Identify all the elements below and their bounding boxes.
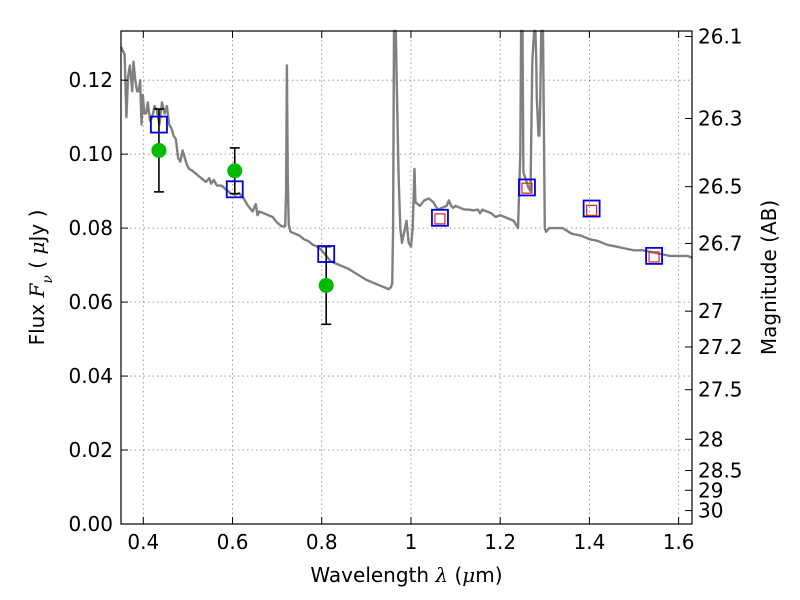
synthetic-photometry-square xyxy=(434,213,446,225)
model-photometry-square xyxy=(518,178,536,197)
observed-flux-point xyxy=(318,277,334,293)
synthetic-photometry-square xyxy=(521,182,533,194)
model-photometry-square xyxy=(225,180,244,199)
model-photometry-square xyxy=(431,208,449,227)
plot-frame xyxy=(120,30,693,525)
y2-tick-label: 26.5 xyxy=(698,175,743,199)
y2-tick-label: 29 xyxy=(698,478,723,502)
data-layer xyxy=(119,29,693,326)
y-tick-label: 0.12 xyxy=(68,68,113,92)
x-axis-title-mu: μ xyxy=(462,563,475,587)
y-axis-title-close: Jy ) xyxy=(25,210,49,244)
y2-tick-label: 28 xyxy=(698,427,723,451)
y-axis-title-symbol: F xyxy=(25,282,49,298)
x-axis-title-close: m) xyxy=(475,563,502,587)
y2-tick-label: 28.5 xyxy=(698,459,743,483)
model-photometry-square xyxy=(150,115,168,134)
tick-layer: 0.4 0.6 0.8 1 1.2 1.4 1.6 0.00 0.02 0.04 0.06 0.08 0… xyxy=(68,24,742,554)
y-axis-title-mu: μ xyxy=(25,242,49,255)
y-axis-title-open: ( xyxy=(25,255,49,276)
x-tick-label: 0.4 xyxy=(127,530,159,554)
model-photometry-square xyxy=(317,245,336,263)
x-tick-label: 0.8 xyxy=(306,530,338,554)
x-tick-label: 1.4 xyxy=(573,530,605,554)
y-tick-label: 0.04 xyxy=(68,364,113,388)
y2-tick-label: 30 xyxy=(698,499,723,523)
y2-tick-label: 27.2 xyxy=(698,335,743,359)
y2-axis-title: Magnitude (AB) xyxy=(757,200,781,355)
y-tick-label: 0.02 xyxy=(68,438,113,462)
y-axis-title: Flux Fν ( μJy ) xyxy=(25,210,56,346)
y2-tick-label: 26.3 xyxy=(698,106,743,130)
x-axis-title-symbol: λ xyxy=(434,563,448,587)
y-axis-title-prefix: Flux xyxy=(25,297,49,345)
model-photometry-square xyxy=(645,246,663,265)
x-tick-label: 0.6 xyxy=(217,530,249,554)
y-tick-label: 0.10 xyxy=(68,142,113,166)
y-tick-label: 0.06 xyxy=(68,290,113,314)
x-tick-label: 1 xyxy=(405,530,418,554)
x-axis-title: Wavelength λ (μm) xyxy=(310,563,502,587)
x-axis-title-prefix: Wavelength xyxy=(310,563,435,587)
x-tick-label: 1.6 xyxy=(663,530,695,554)
model-photometry-square xyxy=(582,199,601,218)
y2-tick-label: 26.1 xyxy=(698,24,743,48)
y2-tick-label: 27 xyxy=(698,299,723,323)
synthetic-photometry-square xyxy=(586,204,598,216)
synthetic-photometry-square xyxy=(648,251,660,263)
y2-tick-label: 26.7 xyxy=(698,231,743,255)
y-tick-label: 0.08 xyxy=(68,216,113,240)
y-axis-title-sub: ν xyxy=(40,275,56,284)
grid-layer xyxy=(121,31,692,525)
y2-tick-label: 27.5 xyxy=(698,378,743,402)
model-spectrum-line xyxy=(119,29,693,291)
x-tick-label: 1.2 xyxy=(484,530,516,554)
x-axis-title-open: ( xyxy=(448,563,462,587)
observed-flux-point xyxy=(151,142,167,158)
observed-flux-point xyxy=(227,163,243,179)
y-tick-label: 0.00 xyxy=(68,512,113,536)
